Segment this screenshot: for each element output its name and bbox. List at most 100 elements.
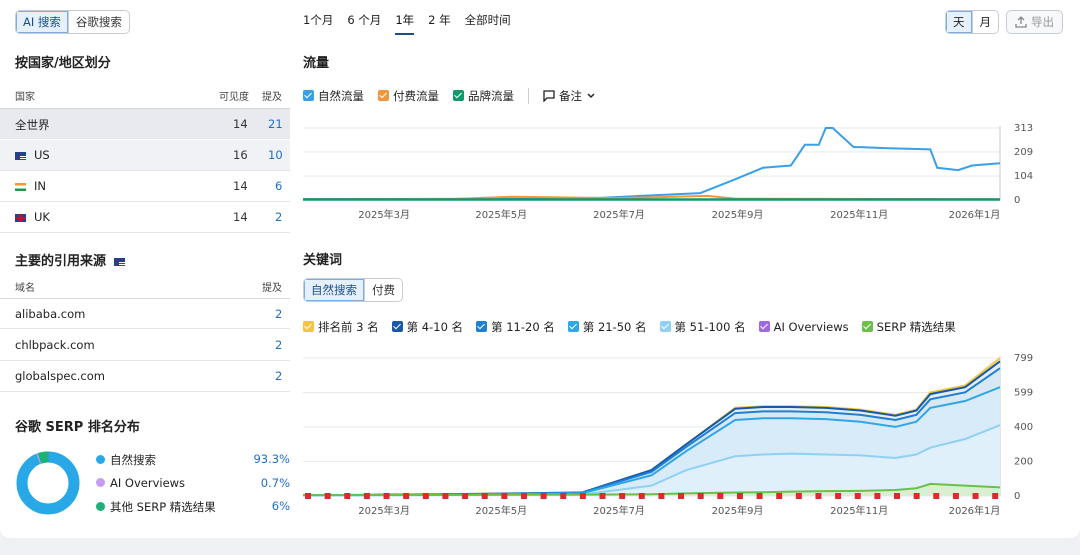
serp-legend-value: 0.7% — [260, 476, 290, 490]
event-flag-icon[interactable] — [756, 493, 763, 499]
event-flag-icon[interactable] — [599, 493, 606, 499]
event-flag-icon[interactable] — [324, 493, 331, 499]
keyword-legend-item[interactable]: 第 4-10 名 — [391, 319, 463, 335]
mentions-link[interactable]: 2 — [275, 307, 283, 321]
mentions-header: 提及 — [262, 92, 282, 103]
event-flag-icon[interactable] — [520, 493, 527, 499]
tab-organic[interactable]: 自然搜索 — [304, 279, 364, 301]
event-flag-icon[interactable] — [462, 493, 469, 499]
event-flag-icon[interactable] — [638, 493, 645, 499]
source-row[interactable]: chlbpack.com 2 — [0, 330, 290, 361]
event-flag-icon[interactable] — [658, 493, 665, 499]
event-flag-icon[interactable] — [481, 493, 488, 499]
mentions-link[interactable]: 2 — [275, 369, 283, 383]
checkbox-icon — [453, 90, 464, 101]
event-flag-icon[interactable] — [442, 493, 449, 499]
event-flag-icon[interactable] — [815, 493, 822, 499]
keyword-legend-item[interactable]: 第 11-20 名 — [476, 319, 555, 335]
event-flag-icon[interactable] — [697, 493, 704, 499]
granularity-day[interactable]: 天 — [946, 11, 972, 33]
event-flag-icon[interactable] — [913, 493, 920, 499]
keyword-legend-item[interactable]: 第 21-50 名 — [567, 319, 647, 335]
range-1-year[interactable]: 1年 — [395, 12, 415, 35]
event-flag-icon[interactable] — [874, 493, 881, 499]
keyword-legend-item[interactable]: AI Overviews — [758, 320, 849, 334]
granularity-month[interactable]: 月 — [971, 11, 999, 33]
country-name: UK — [34, 210, 50, 224]
mentions-link[interactable]: 2 — [275, 210, 283, 224]
keywords-legend: 排名前 3 名 第 4-10 名 第 11-20 名 第 21-50 名 第 51-10… — [303, 319, 956, 335]
india-flag-icon — [15, 183, 26, 191]
country-title: 按国家/地区划分 — [15, 56, 111, 71]
legend-brand[interactable]: 品牌流量 — [453, 88, 514, 104]
range-all-time[interactable]: 全部时间 — [464, 13, 511, 27]
keyword-legend-item[interactable]: 第 51-100 名 — [659, 319, 746, 335]
event-flag-icon[interactable] — [363, 493, 370, 499]
event-flag-icon[interactable] — [403, 493, 410, 499]
event-flag-icon[interactable] — [717, 493, 724, 499]
tab-paid[interactable]: 付费 — [364, 279, 402, 301]
export-label: 导出 — [1031, 15, 1054, 29]
domain-header: 域名 — [15, 283, 35, 294]
mentions-link[interactable]: 21 — [268, 117, 283, 131]
event-flag-icon[interactable] — [933, 493, 940, 499]
event-flag-icon[interactable] — [344, 493, 351, 499]
mentions-link[interactable]: 10 — [268, 148, 283, 162]
organic-dot-icon — [96, 455, 105, 464]
legend-organic[interactable]: 自然流量 — [303, 88, 364, 104]
event-flag-icon[interactable] — [736, 493, 743, 499]
tab-ai-search[interactable]: AI 搜索 — [16, 11, 68, 33]
mentions-link[interactable]: 2 — [275, 338, 283, 352]
us-flag-icon — [113, 258, 125, 266]
visibility-value: 16 — [233, 148, 248, 162]
event-flag-icon[interactable] — [776, 493, 783, 499]
donut-ai-slice — [16, 451, 80, 515]
country-row-world[interactable]: 全世界 14 21 — [0, 108, 290, 139]
event-flag-icon[interactable] — [422, 493, 429, 499]
export-button[interactable]: 导出 — [1006, 10, 1063, 34]
serp-legend-ai: AI Overviews 0.7% — [96, 476, 290, 490]
serp-legend-other: 其他 SERP 精选结果 6% — [96, 499, 290, 515]
event-flag-icon[interactable] — [560, 493, 567, 499]
x-tick-label: 2025年9月 — [712, 208, 764, 221]
legend-paid[interactable]: 付费流量 — [378, 88, 439, 104]
range-6-months[interactable]: 6 个月 — [347, 13, 382, 27]
notes-dropdown[interactable]: 备注 — [543, 88, 596, 104]
range-1-month[interactable]: 1个月 — [303, 13, 334, 27]
event-flag-icon[interactable] — [835, 493, 842, 499]
event-flag-icon[interactable] — [992, 493, 999, 499]
other-dot-icon — [96, 502, 105, 511]
event-flag-icon[interactable] — [305, 493, 311, 499]
source-domain: chlbpack.com — [15, 338, 95, 352]
notes-label: 备注 — [559, 89, 582, 103]
event-flag-icon[interactable] — [579, 493, 586, 499]
country-row-in[interactable]: IN 14 6 — [0, 171, 290, 202]
keyword-type-tabs: 自然搜索 付费 — [303, 278, 403, 302]
keyword-legend-item[interactable]: 排名前 3 名 — [303, 319, 379, 335]
event-flag-icon[interactable] — [619, 493, 626, 499]
x-tick-label: 2025年7月 — [593, 504, 645, 517]
traffic-chart: 0 104 209 313 2025年3月 2025年5月 2025年7月 2025年9月 20… — [303, 123, 1033, 221]
event-flag-icon[interactable] — [501, 493, 508, 499]
source-mentions-header: 提及 — [262, 283, 282, 294]
event-flag-icon[interactable] — [795, 493, 802, 499]
event-flag-icon[interactable] — [972, 493, 979, 499]
country-header: 国家 — [15, 92, 35, 103]
keyword-legend-item[interactable]: SERP 精选结果 — [861, 319, 956, 335]
tab-google-search[interactable]: 谷歌搜索 — [67, 11, 129, 33]
source-row[interactable]: globalspec.com 2 — [0, 361, 290, 392]
keyword-series-line — [303, 424, 1001, 497]
mentions-link[interactable]: 6 — [275, 179, 283, 193]
event-flag-icon[interactable] — [952, 493, 959, 499]
country-row-us[interactable]: US 16 10 — [0, 140, 290, 171]
range-2-years[interactable]: 2 年 — [428, 13, 451, 27]
event-flag-icon[interactable] — [540, 493, 547, 499]
event-flag-icon[interactable] — [383, 493, 390, 499]
event-flag-icon[interactable] — [894, 493, 901, 499]
top-right-controls: 天 月 导出 — [945, 10, 1063, 34]
event-flag-icon[interactable] — [854, 493, 861, 499]
country-row-uk[interactable]: UK 14 2 — [0, 202, 290, 233]
event-flag-icon[interactable] — [678, 493, 685, 499]
traffic-title: 流量 — [303, 56, 330, 71]
source-row[interactable]: alibaba.com 2 — [0, 298, 290, 329]
